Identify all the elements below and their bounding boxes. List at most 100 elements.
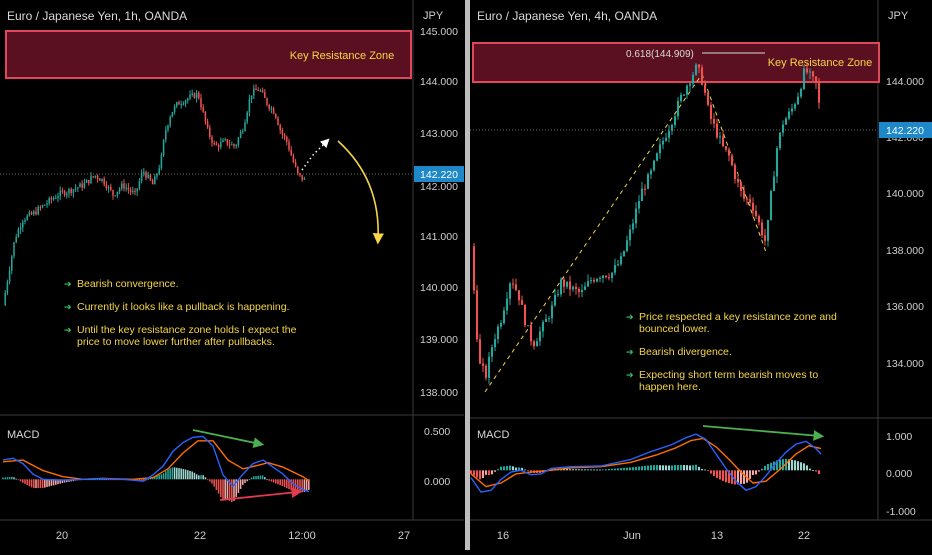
candle	[30, 210, 33, 215]
macd-histogram-bar	[19, 479, 22, 482]
macd-histogram-bar	[308, 479, 310, 490]
macd-histogram-bar	[679, 464, 683, 471]
candle-body	[649, 170, 653, 175]
left-chart[interactable]: Key Resistance Zone Euro / Japanese Yen,…	[0, 0, 464, 542]
candle-body	[13, 242, 15, 257]
macd-histogram-bar	[46, 479, 48, 488]
candle	[209, 124, 211, 140]
right-candles	[472, 63, 821, 384]
candle-body	[129, 189, 132, 192]
candle-body	[281, 130, 284, 135]
candle	[751, 197, 755, 218]
candle-body	[19, 227, 22, 230]
macd-histogram-bar	[277, 479, 279, 485]
macd-signal-line	[2, 440, 310, 482]
macd-histogram-bar	[631, 467, 635, 471]
left-resistance-zone[interactable]	[5, 30, 412, 79]
macd-histogram-bar	[217, 479, 220, 494]
candle	[589, 277, 593, 284]
candle	[162, 139, 165, 157]
right-resistance-zone[interactable]	[472, 42, 880, 83]
macd-histogram-bar	[292, 479, 295, 492]
macd-histogram-bar	[469, 470, 473, 474]
macd-histogram-bar	[775, 460, 779, 471]
candle	[586, 274, 590, 288]
macd-histogram-bar	[299, 479, 301, 493]
macd-histogram-bar	[160, 474, 163, 480]
left-macd-green-arrow	[192, 429, 265, 448]
macd-histogram-bar	[796, 461, 800, 471]
candle	[39, 205, 42, 211]
candle-body	[571, 286, 575, 290]
candle-body	[217, 145, 220, 148]
candle-body	[246, 112, 248, 123]
note-text: Until the key resistance zone holds I ex…	[77, 324, 297, 336]
candle	[151, 178, 154, 185]
candle	[246, 110, 248, 125]
macd-histogram-bar	[760, 468, 764, 471]
left-price-tag	[414, 166, 464, 182]
macd-histogram-bar	[103, 479, 105, 481]
macd-histogram-bar	[646, 465, 650, 471]
candle	[6, 279, 9, 296]
candle-body	[140, 173, 143, 182]
candle-body	[72, 189, 75, 194]
candle	[541, 319, 545, 338]
candle-body	[634, 208, 638, 224]
candle-body	[35, 211, 37, 215]
candle	[763, 228, 767, 246]
macd-histogram-bar	[158, 474, 160, 480]
candle	[8, 266, 11, 285]
candle-body	[105, 184, 108, 189]
candle	[70, 187, 72, 196]
candle	[257, 87, 259, 92]
candle-body	[118, 188, 121, 192]
candle-body	[685, 85, 689, 95]
candle-body	[242, 131, 244, 133]
candle	[640, 182, 644, 202]
candle	[571, 285, 575, 292]
candle	[796, 92, 800, 106]
candle-body	[162, 139, 165, 156]
macd-histogram-bar	[195, 474, 198, 480]
candle	[670, 123, 674, 135]
right-notes: ➔ Price respected a key resistance zone a…	[626, 311, 837, 393]
candle-body	[736, 179, 740, 183]
candle	[24, 217, 26, 225]
candle-body	[817, 83, 821, 103]
macd-histogram-bar	[751, 470, 755, 476]
candle-body	[775, 148, 779, 177]
candle	[748, 194, 752, 207]
macd-histogram-bar	[237, 479, 240, 493]
candle	[79, 182, 81, 188]
candle-body	[288, 141, 290, 150]
candle	[160, 152, 163, 171]
macd-histogram-bar	[261, 475, 264, 480]
candle	[4, 290, 6, 306]
macd-histogram-bar	[193, 472, 196, 480]
candle-body	[670, 124, 674, 131]
candle	[595, 277, 599, 283]
left-candles	[4, 84, 306, 306]
macd-histogram-bar	[652, 465, 656, 471]
macd-histogram-bar	[112, 479, 114, 481]
macd-histogram-bar	[178, 468, 180, 480]
candle-body	[733, 165, 737, 180]
candle	[169, 115, 171, 128]
candle	[547, 315, 551, 323]
macd-histogram-bar	[514, 467, 518, 471]
candle	[553, 288, 557, 307]
candle	[625, 235, 629, 253]
candle	[121, 180, 123, 191]
macd-histogram-bar	[601, 469, 605, 471]
candle-body	[165, 130, 167, 140]
candle	[193, 92, 196, 99]
macd-histogram-bar	[281, 479, 284, 487]
candle-body	[781, 124, 785, 133]
candle	[700, 64, 704, 86]
candle	[101, 178, 103, 183]
candle-body	[70, 188, 72, 194]
candle-body	[760, 222, 764, 236]
right-chart[interactable]: Key Resistance Zone 0.618(144.909) Euro …	[469, 0, 932, 542]
